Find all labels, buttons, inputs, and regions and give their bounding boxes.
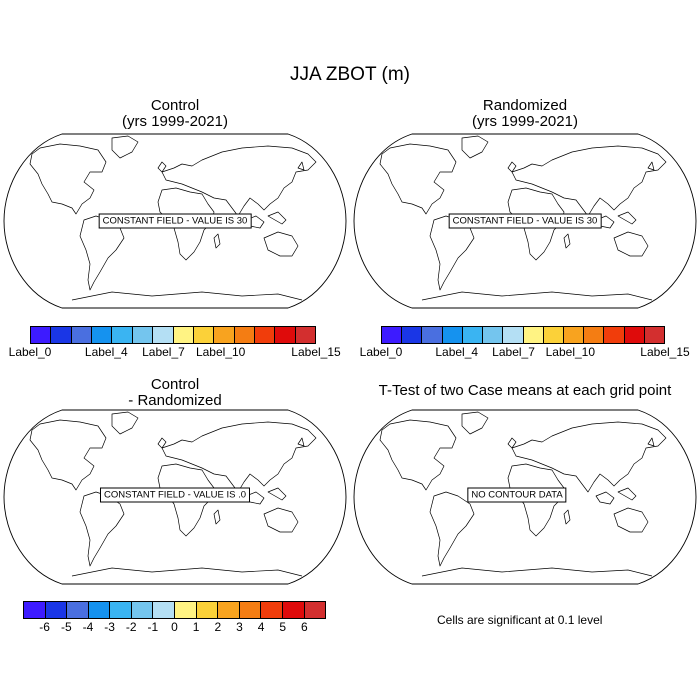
colorbar-swatch	[462, 327, 484, 343]
constant-field-message: CONSTANT FIELD - VALUE IS 30	[448, 213, 602, 229]
colorbar-swatch	[45, 602, 68, 618]
colorbar-tick-label: -4	[82, 620, 94, 634]
colorbar-swatch	[112, 327, 133, 343]
colorbar-tick-label: 0	[171, 620, 178, 634]
panel-1-title: Control (yrs 1999-2021)	[100, 98, 250, 130]
colorbar-swatch	[523, 327, 544, 343]
colorbar-swatch	[131, 602, 154, 618]
colorbar-swatch	[254, 327, 276, 343]
significance-note: Cells are significant at 0.1 level	[437, 613, 603, 627]
colorbar-swatch	[275, 327, 296, 343]
colorbar-swatch	[442, 327, 463, 343]
colorbar-swatch	[110, 602, 132, 618]
colorbar-swatch	[153, 602, 176, 618]
colorbar-swatch	[295, 327, 316, 343]
colorbar-swatch	[214, 327, 235, 343]
colorbar-tick-label: Label_7	[142, 345, 185, 359]
colorbar-swatch	[563, 327, 585, 343]
colorbar-swatch	[282, 602, 305, 618]
panel-1-title-line2: (yrs 1999-2021)	[122, 113, 228, 130]
colorbar-tick-label: Label_0	[359, 345, 403, 359]
panel-2-title-line2: (yrs 1999-2021)	[472, 113, 578, 130]
colorbar-randomized: Label_0 Label_4 Label_7 Label_10 Label_15	[360, 326, 690, 359]
colorbar-tick-label: Label_0	[8, 345, 52, 359]
no-contour-message: NO CONTOUR DATA	[467, 487, 567, 503]
colorbar-tick-label: -5	[60, 620, 72, 634]
colorbar-swatch	[239, 602, 262, 618]
colorbar-tick-label: Label_15	[291, 345, 341, 359]
colorbar-swatch	[382, 327, 403, 343]
colorbar-swatch	[304, 602, 326, 618]
panel-1-title-line1: Control	[150, 97, 200, 114]
constant-field-message: CONSTANT FIELD - VALUE IS 30	[98, 213, 252, 229]
colorbar-swatch	[503, 327, 524, 343]
colorbar-tick-label: Label_7	[492, 345, 535, 359]
panel-2-title-line1: Randomized	[482, 97, 568, 114]
map-panel-difference: CONSTANT FIELD - VALUE IS .0	[2, 408, 348, 586]
colorbar-swatch	[31, 327, 52, 343]
colorbar-tick-label: Label_15	[640, 345, 690, 359]
colorbar-swatch	[193, 327, 215, 343]
colorbar-tick-label: Label_10	[195, 345, 246, 359]
colorbar-swatch	[67, 602, 89, 618]
panel-4-title-line1: T-Test of two Case means at each grid po…	[378, 382, 672, 399]
colorbar-swatch	[71, 327, 93, 343]
colorbar-swatch	[88, 602, 111, 618]
colorbar-swatch	[261, 602, 283, 618]
colorbar-tick-label: 6	[301, 620, 308, 634]
colorbar-swatch	[51, 327, 72, 343]
colorbar-swatch	[584, 327, 605, 343]
colorbar-difference: -6 -5 -4 -3 -2 -1 0 1 2 3 4 5 6	[23, 601, 326, 634]
colorbar-swatch	[132, 327, 154, 343]
figure-title: JJA ZBOT (m)	[290, 64, 410, 85]
colorbar-swatch	[234, 327, 255, 343]
colorbar-swatch	[644, 327, 665, 343]
constant-field-message: CONSTANT FIELD - VALUE IS .0	[99, 487, 251, 503]
colorbar-swatch	[92, 327, 113, 343]
colorbar-swatch	[543, 327, 564, 343]
colorbar-swatch	[624, 327, 645, 343]
colorbar-tick-label: 2	[214, 620, 222, 634]
map-panel-control: CONSTANT FIELD - VALUE IS 30	[2, 132, 348, 310]
colorbar-tick-label: Label_4	[435, 345, 479, 359]
colorbar-control: Label_0 Label_4 Label_7 Label_10 Label_15	[9, 326, 341, 359]
colorbar-swatch	[173, 327, 194, 343]
panel-2-title: Randomized (yrs 1999-2021)	[450, 98, 600, 130]
colorbar-tick-label: 4	[257, 620, 265, 634]
colorbar-swatch	[218, 602, 240, 618]
colorbar-swatch	[604, 327, 625, 343]
colorbar-tick-label: Label_4	[84, 345, 128, 359]
colorbar-tick-label: 1	[192, 620, 200, 634]
map-panel-randomized: CONSTANT FIELD - VALUE IS 30	[352, 132, 698, 310]
map-panel-ttest: NO CONTOUR DATA	[352, 408, 698, 586]
panel-3-title-line2: - Randomized	[128, 392, 222, 409]
panel-3-title-line1: Control	[150, 376, 200, 393]
colorbar-swatch	[483, 327, 504, 343]
colorbar-tick-label: 5	[279, 620, 287, 634]
colorbar-tick-label: 3	[236, 620, 243, 634]
colorbar-swatch	[175, 602, 197, 618]
colorbar-swatch	[402, 327, 423, 343]
colorbar-tick-label: -2	[125, 620, 137, 634]
panel-4-title: T-Test of two Case means at each grid po…	[355, 383, 695, 399]
colorbar-tick-label: -3	[104, 620, 115, 634]
colorbar-tick-label: Label_10	[545, 345, 596, 359]
colorbar-swatch	[196, 602, 219, 618]
colorbar-tick-label: -1	[147, 620, 159, 634]
colorbar-tick-label: -6	[39, 620, 50, 634]
colorbar-swatch	[24, 602, 46, 618]
panel-3-title: Control - Randomized	[100, 377, 250, 409]
colorbar-swatch	[422, 327, 443, 343]
colorbar-swatch	[153, 327, 174, 343]
